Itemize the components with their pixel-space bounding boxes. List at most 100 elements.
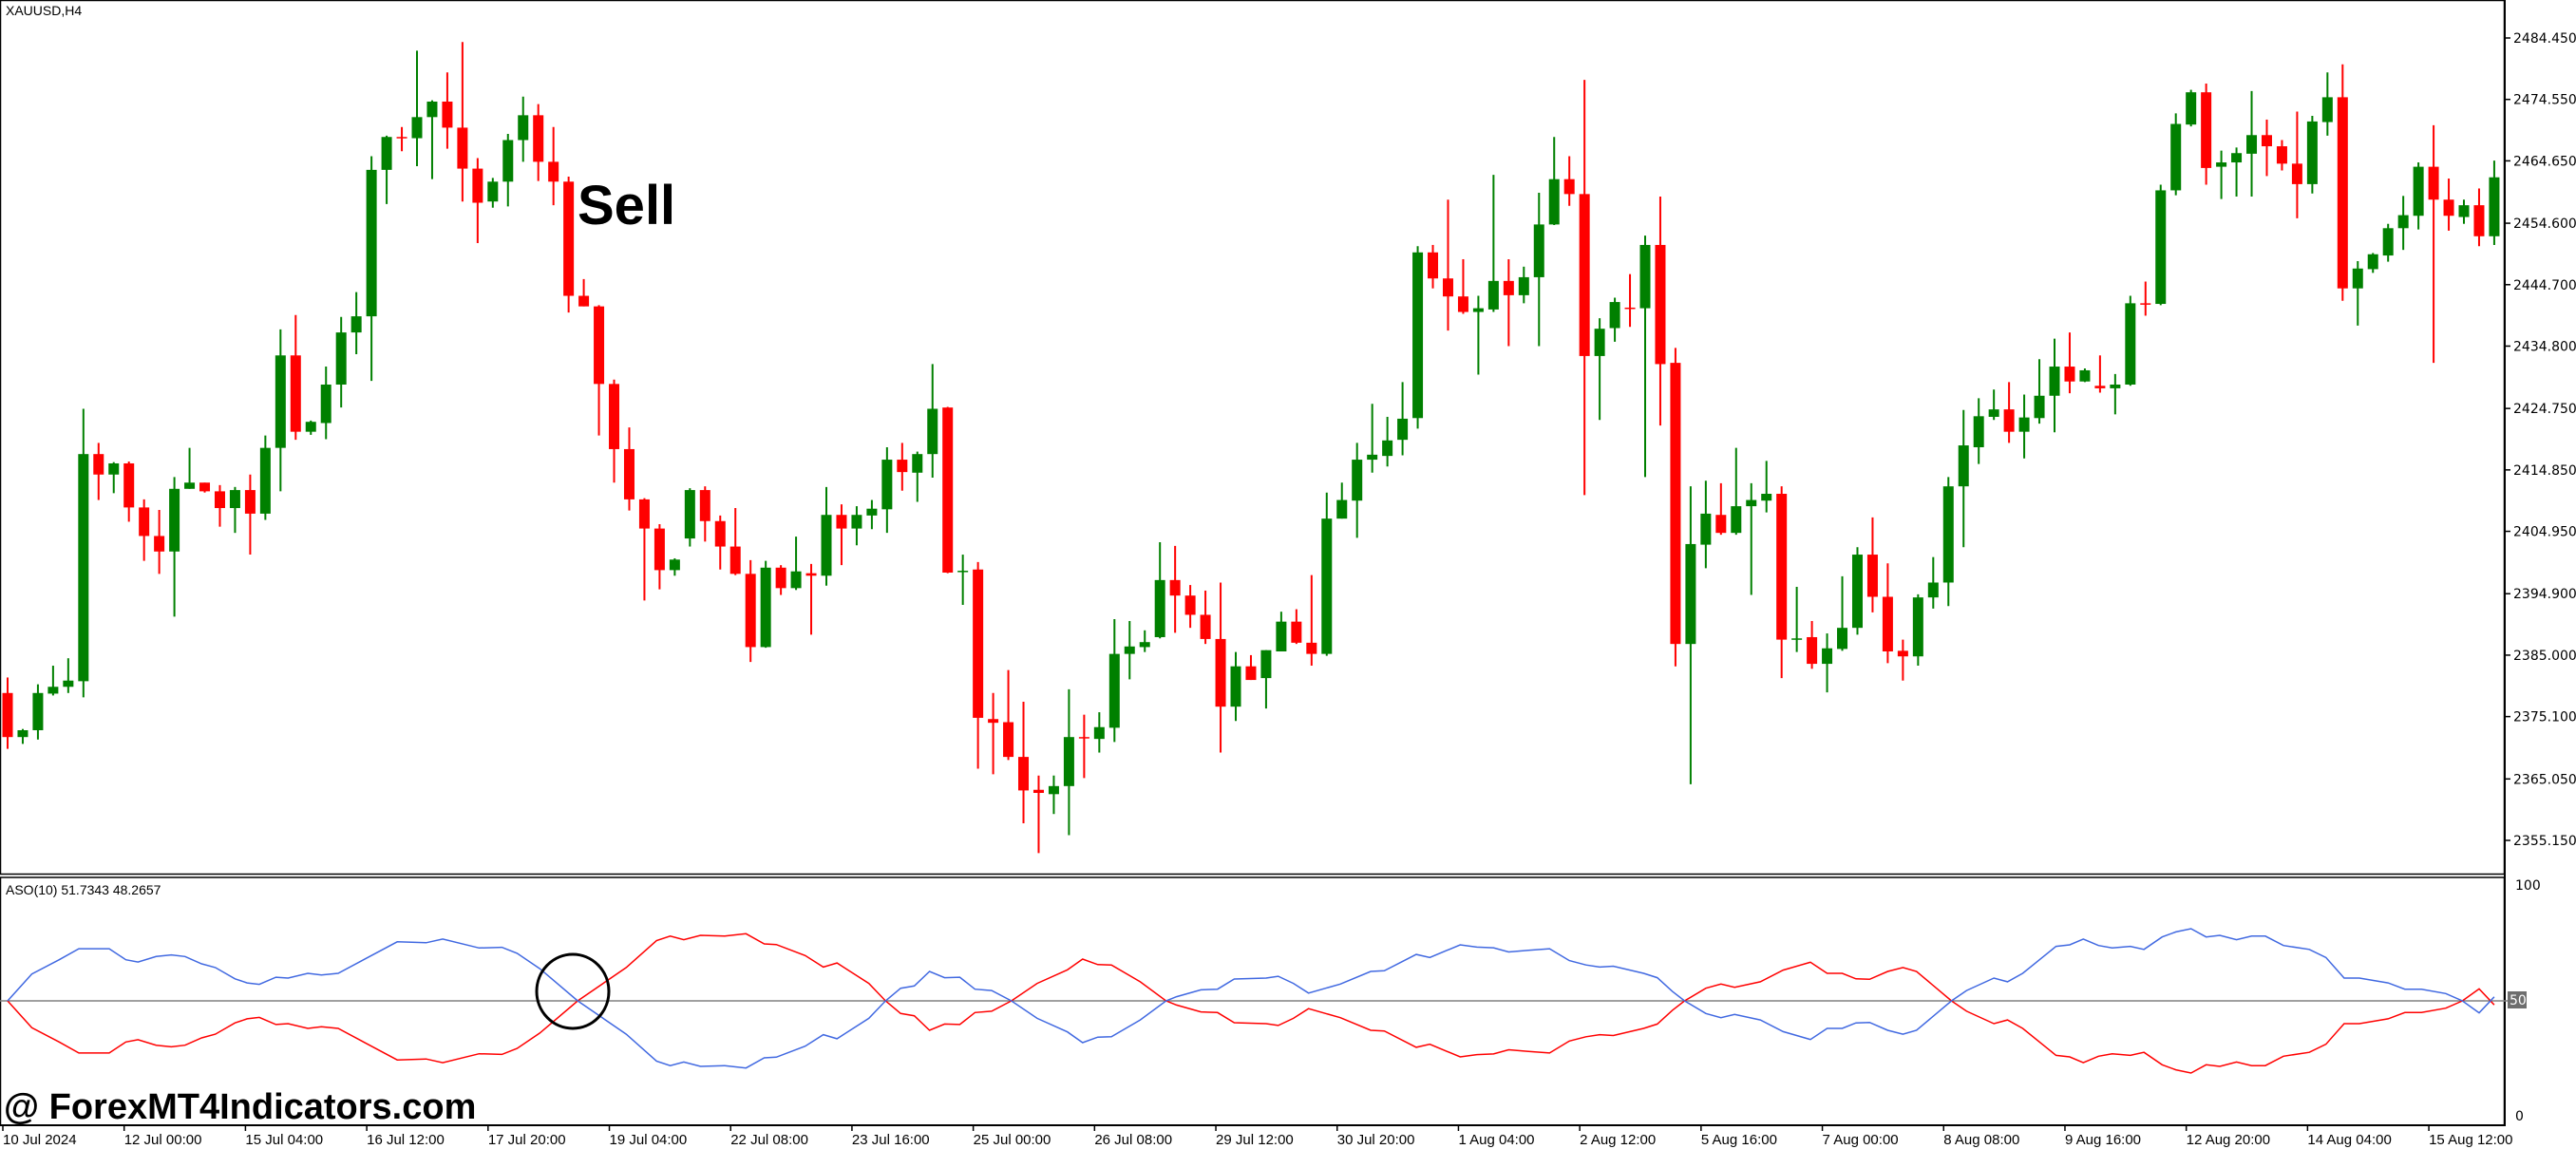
candle-body bbox=[912, 454, 923, 473]
bullish-candle bbox=[1609, 297, 1620, 342]
candle-body bbox=[1154, 579, 1165, 637]
candle-body bbox=[669, 559, 680, 571]
candle-body bbox=[2337, 97, 2348, 289]
candle-body bbox=[2094, 386, 2106, 388]
bullish-candle bbox=[2110, 373, 2121, 415]
bullish-candle bbox=[2170, 113, 2182, 196]
bearish-candle bbox=[942, 406, 954, 574]
candle-body bbox=[17, 730, 28, 738]
bearish-candle bbox=[1442, 199, 1453, 331]
bearish-candle bbox=[1078, 714, 1089, 779]
bearish-candle bbox=[2140, 281, 2151, 316]
candle-body bbox=[2110, 384, 2121, 388]
indicator-axis: 100 50 0 bbox=[2508, 878, 2541, 1124]
bullish-candle bbox=[350, 292, 362, 354]
candle-body bbox=[1032, 789, 1044, 794]
candle-body bbox=[2049, 367, 2060, 396]
candle-body bbox=[1624, 307, 1636, 310]
candle-body bbox=[927, 408, 938, 455]
candle-body bbox=[2413, 166, 2424, 217]
candle-body bbox=[1139, 642, 1150, 648]
bearish-candle bbox=[1715, 482, 1727, 536]
bullish-candle bbox=[320, 367, 331, 440]
time-tick-label: 10 Jul 2024 bbox=[3, 1132, 77, 1148]
bullish-candle bbox=[2352, 260, 2363, 326]
candle-body bbox=[2231, 153, 2243, 163]
price-tick-label: 2394.900 bbox=[2513, 587, 2576, 602]
candle-body bbox=[1018, 757, 1030, 791]
bearish-candle bbox=[836, 504, 847, 566]
candle-body bbox=[1548, 179, 1560, 225]
bearish-candle bbox=[563, 177, 575, 313]
candle-body bbox=[1731, 506, 1742, 534]
candle-body bbox=[1670, 363, 1681, 645]
indicator-tick-label: 100 bbox=[2515, 878, 2541, 894]
time-tick-label: 19 Jul 04:00 bbox=[610, 1132, 688, 1148]
bullish-candle bbox=[2216, 150, 2227, 199]
bullish-candle bbox=[2489, 160, 2500, 245]
bullish-candle bbox=[1154, 541, 1165, 639]
price-tick-label: 2385.000 bbox=[2513, 649, 2576, 664]
candle-body bbox=[533, 115, 544, 162]
bearish-candle bbox=[2337, 64, 2348, 301]
candle-body bbox=[1260, 650, 1272, 679]
bearish-candle bbox=[1655, 196, 1666, 426]
bullish-candle bbox=[411, 50, 423, 166]
bearish-candle bbox=[2201, 84, 2212, 185]
bullish-candle bbox=[1851, 547, 1863, 635]
candle-body bbox=[411, 117, 423, 139]
bearish-candle bbox=[93, 443, 104, 500]
candle-body bbox=[1912, 597, 1923, 657]
bullish-candle bbox=[502, 133, 514, 207]
candle-body bbox=[2443, 199, 2454, 217]
bearish-candle bbox=[1807, 620, 1818, 669]
candle-body bbox=[1776, 494, 1788, 640]
candle-body bbox=[2428, 166, 2439, 200]
candle-body bbox=[1306, 642, 1317, 654]
bullish-candle bbox=[335, 316, 347, 408]
candle-body bbox=[1639, 244, 1651, 309]
bullish-candle bbox=[760, 560, 771, 649]
candle-body bbox=[1184, 595, 1196, 615]
bullish-candle bbox=[1124, 620, 1135, 680]
bullish-candle bbox=[518, 96, 529, 162]
candle-body bbox=[609, 384, 620, 449]
time-tick-label: 15 Jul 04:00 bbox=[245, 1132, 323, 1148]
bullish-candle bbox=[912, 451, 923, 502]
candle-body bbox=[988, 719, 999, 724]
candle-body bbox=[2186, 92, 2197, 125]
candle-body bbox=[2352, 268, 2363, 289]
bearish-candle bbox=[2473, 188, 2485, 247]
candle-body bbox=[1367, 454, 1378, 461]
candle-body bbox=[63, 680, 74, 688]
bearish-candle bbox=[548, 126, 559, 206]
time-tick-label: 12 Aug 20:00 bbox=[2187, 1132, 2270, 1148]
candle-body bbox=[1791, 638, 1803, 640]
candle-body bbox=[1579, 194, 1590, 356]
candle-body bbox=[881, 460, 893, 510]
bearish-candle bbox=[1882, 563, 1893, 664]
price-tick-label: 2375.100 bbox=[2513, 710, 2576, 725]
time-tick-label: 1 Aug 04:00 bbox=[1458, 1132, 1534, 1148]
bullish-candle bbox=[957, 555, 969, 605]
candle-body bbox=[1594, 329, 1605, 356]
candle-body bbox=[2397, 215, 2409, 229]
candle-body bbox=[1715, 515, 1727, 534]
level-label-box bbox=[2508, 991, 2527, 1008]
bullish-candle bbox=[2155, 184, 2167, 306]
bullish-candle bbox=[1912, 593, 1923, 667]
time-tick-label: 12 Jul 00:00 bbox=[124, 1132, 202, 1148]
candle-body bbox=[2246, 135, 2258, 154]
candle-body bbox=[47, 687, 59, 694]
bearish-candle bbox=[2428, 124, 2439, 364]
candle-body bbox=[1457, 296, 1468, 312]
candle-body bbox=[775, 567, 786, 589]
bearish-candle bbox=[897, 443, 908, 491]
candle-body bbox=[1291, 621, 1302, 643]
bullish-candle bbox=[305, 420, 316, 435]
bullish-candle bbox=[1230, 651, 1241, 722]
candle-body bbox=[199, 482, 211, 492]
bearish-candle bbox=[2276, 140, 2287, 171]
